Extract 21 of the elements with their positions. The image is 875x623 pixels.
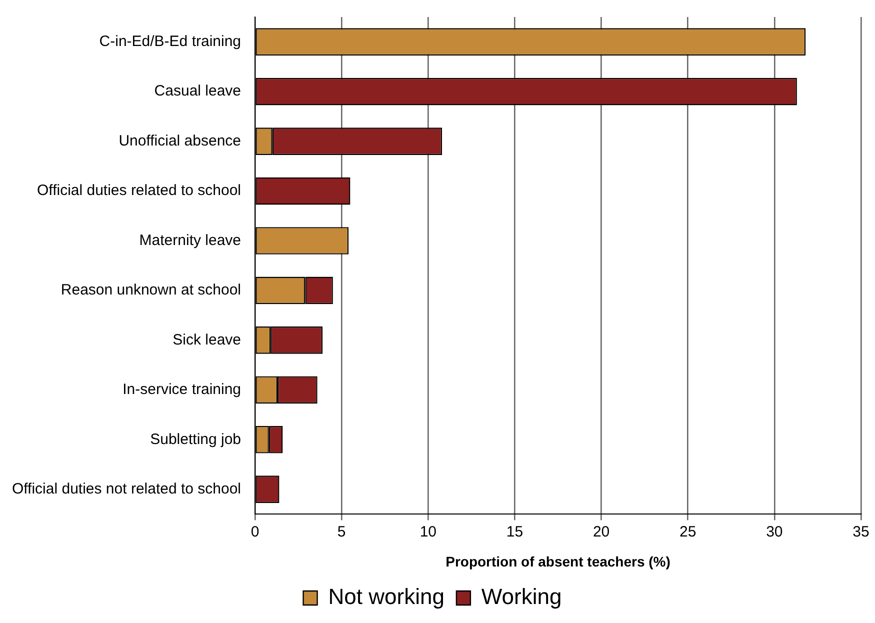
y-tick-label: In-service training <box>122 381 242 398</box>
x-tick-label: 25 <box>680 523 696 540</box>
y-tick-label: Unofficial absence <box>118 132 242 150</box>
x-tick-label: 5 <box>337 523 346 540</box>
x-tick-label: 10 <box>420 523 436 540</box>
y-tick-label: Casual leave <box>154 82 242 100</box>
y-tick-label: Official duties related to school <box>37 182 242 200</box>
y-tick-label: Subletting job <box>150 430 242 448</box>
legend-label: Working <box>481 584 562 610</box>
x-tick-label: 15 <box>506 523 524 540</box>
x-tick-label: 20 <box>592 523 610 540</box>
y-tick-label: C-in-Ed/B-Ed training <box>99 33 242 50</box>
legend-label: Not working <box>328 584 444 610</box>
y-tick-label: Reason unknown at school <box>60 282 242 299</box>
y-tick-label: Sick leave <box>172 331 242 348</box>
y-tick-label: Maternity leave <box>139 232 242 249</box>
x-tick-label: 0 <box>250 523 260 540</box>
x-tick-label: 30 <box>766 523 783 540</box>
y-tick-label: Official duties not related to school <box>12 480 242 498</box>
x-tick-label: 35 <box>852 523 870 540</box>
x-axis-title: Proportion of absent teachers (%) <box>446 553 670 570</box>
